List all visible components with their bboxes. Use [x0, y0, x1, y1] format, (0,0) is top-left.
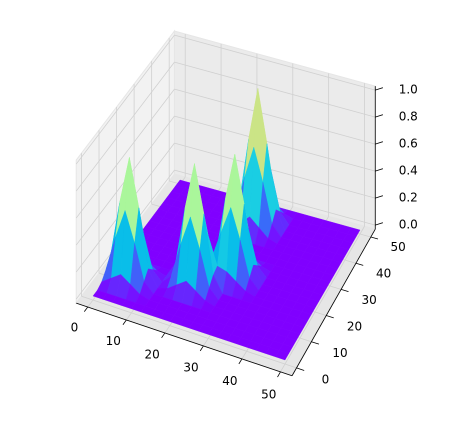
x-tick-label: 10 — [106, 334, 121, 348]
x-tick — [238, 358, 243, 365]
z-tick — [375, 87, 383, 91]
z-tick-label: 0.0 — [399, 218, 418, 232]
y-tick-label: 50 — [391, 240, 406, 254]
y-tick-label: 40 — [376, 267, 391, 281]
z-tick — [375, 195, 383, 199]
x-tick — [161, 332, 166, 339]
z-tick-label: 0.6 — [399, 137, 418, 151]
y-tick-label: 30 — [361, 293, 376, 307]
y-tick — [370, 236, 379, 240]
grid-line — [174, 88, 376, 145]
x-tick-label: 40 — [222, 374, 237, 388]
grid-line — [75, 61, 175, 192]
z-tick-label: 0.2 — [399, 191, 418, 205]
grid-line — [174, 142, 376, 199]
y-tick — [296, 367, 305, 371]
y-tick-label: 20 — [347, 320, 362, 334]
z-tick-label: 1.0 — [399, 83, 418, 97]
x-tick — [199, 345, 204, 352]
z-tick-label: 0.4 — [399, 164, 418, 178]
grid-line — [81, 295, 297, 369]
z-tick — [375, 141, 383, 145]
x-tick — [277, 371, 281, 378]
surface-patch — [275, 350, 289, 361]
y-tick — [355, 262, 364, 266]
grid-line — [75, 34, 175, 165]
grid-line — [174, 61, 376, 118]
x-tick-label: 0 — [71, 321, 79, 335]
y-axis — [291, 229, 376, 376]
x-axis — [76, 302, 293, 377]
z-tick-label: 0.8 — [399, 110, 418, 124]
y-tick — [340, 289, 349, 292]
x-tick-label: 30 — [183, 361, 198, 375]
grid-line — [280, 226, 365, 373]
z-tick — [375, 168, 383, 172]
grid-line — [75, 88, 175, 219]
y-tick — [326, 315, 334, 319]
grid-line — [174, 34, 376, 91]
grid-line — [174, 115, 376, 172]
y-tick-label: 10 — [332, 346, 347, 360]
x-tick-label: 50 — [261, 387, 276, 401]
z-tick — [375, 114, 383, 118]
y-tick — [311, 341, 320, 345]
z-tick — [375, 222, 383, 226]
x-tick — [83, 306, 89, 312]
x-tick-label: 20 — [145, 347, 160, 361]
x-tick — [122, 319, 127, 325]
y-tick-label: 0 — [322, 373, 330, 387]
